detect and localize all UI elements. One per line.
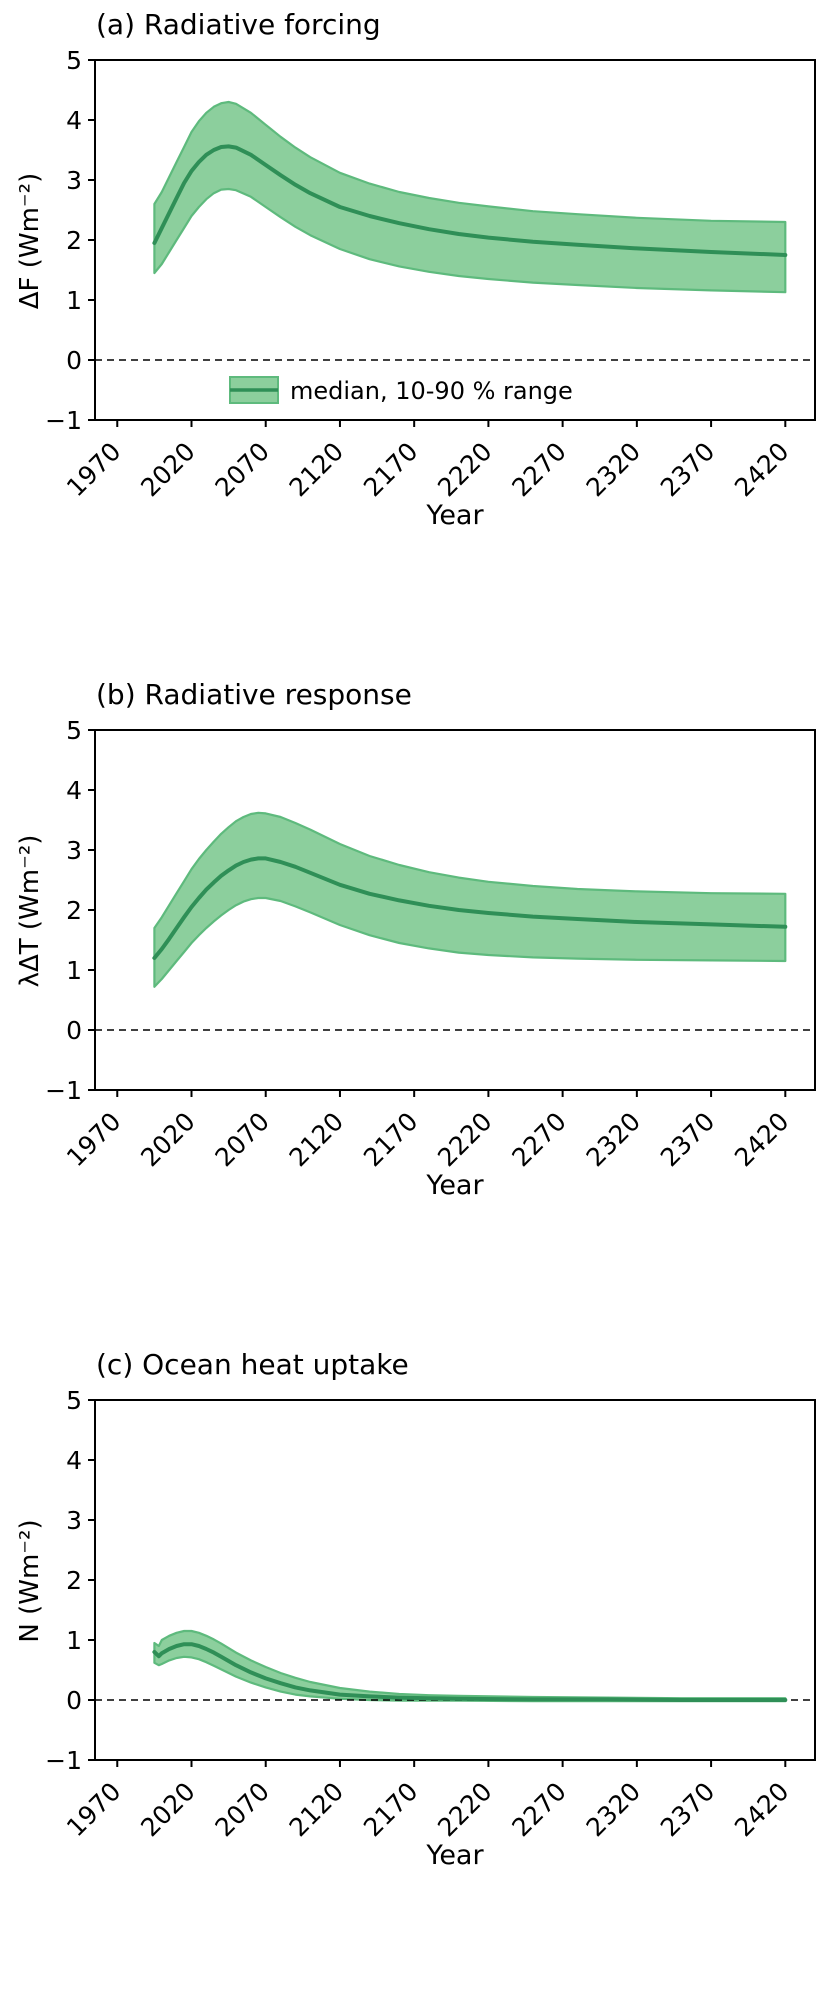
x-axis-label: Year (426, 1170, 484, 1201)
x-tick-label: 2070 (209, 1107, 274, 1172)
x-tick-label: 2170 (358, 1107, 423, 1172)
y-tick-label: 0 (66, 346, 82, 375)
y-tick-label: 2 (66, 1566, 82, 1595)
y-tick-label: 0 (66, 1016, 82, 1045)
x-tick-label: 2020 (135, 437, 200, 502)
plot-area-radiative-response: −1 0 1 2 3 4 5 1970 2020 2070 2120 2170 2220 2270 2320… (45, 716, 816, 1172)
x-tick-label: 2120 (284, 1107, 349, 1172)
panel-ocean-heat-uptake: −1 0 1 2 3 4 5 1970 2020 2070 2120 2170 2220 2270 2320… (0, 1340, 835, 2011)
x-tick-label: 2420 (729, 1107, 794, 1172)
y-tick-label: 4 (66, 106, 82, 135)
y-tick-label: 4 (66, 1446, 82, 1475)
y-tick-label: 0 (66, 1686, 82, 1715)
x-tick-label: 2420 (729, 437, 794, 502)
x-axis-label: Year (426, 500, 484, 531)
y-tick-label: 1 (66, 956, 82, 985)
y-tick-label: 3 (66, 166, 82, 195)
median-line (152, 144, 788, 257)
x-tick-label: 2220 (432, 1777, 497, 1842)
y-tick-label: −1 (45, 1746, 82, 1775)
y-tick-label: 1 (66, 1626, 82, 1655)
x-tick-label: 2370 (655, 1777, 720, 1842)
y-axis-label: N (Wm⁻²) (15, 1519, 45, 1643)
x-tick-label: 2320 (581, 1777, 646, 1842)
x-tick-label: 2420 (729, 1777, 794, 1842)
x-axis-label: Year (426, 1840, 484, 1871)
x-tick-label: 2270 (506, 1777, 571, 1842)
x-tick-label: 2120 (284, 437, 349, 502)
panel-radiative-forcing: −1 0 1 2 3 4 5 1970 2020 2070 2120 2170 2220 2270 2320… (0, 0, 835, 670)
y-axis-label: ΔF (Wm⁻²) (15, 172, 45, 310)
x-tick-label: 2070 (209, 437, 274, 502)
x-tick-label: 2220 (432, 437, 497, 502)
plot-area-radiative-forcing: −1 0 1 2 3 4 5 1970 2020 2070 2120 2170 2220 2270 2320… (45, 46, 816, 502)
y-tick-label: −1 (45, 406, 82, 435)
x-tick-label: 2370 (655, 437, 720, 502)
x-tick-label: 2320 (581, 1107, 646, 1172)
y-tick-label: 2 (66, 896, 82, 925)
x-tick-label: 2220 (432, 1107, 497, 1172)
y-tick-label: 4 (66, 776, 82, 805)
uncertainty-band (153, 1629, 787, 1703)
y-tick-label: 2 (66, 226, 82, 255)
x-tick-label: 2270 (506, 437, 571, 502)
x-tick-label: 1970 (61, 437, 126, 502)
x-tick-label: 2020 (135, 1107, 200, 1172)
y-tick-label: 5 (66, 716, 82, 745)
plot-frame (94, 1399, 816, 1761)
panel-title: (b) Radiative response (96, 678, 412, 711)
plot-area-ocean-heat-uptake: −1 0 1 2 3 4 5 1970 2020 2070 2120 2170 2220 2270 2320… (45, 1386, 816, 1842)
x-tick-label: 2320 (581, 437, 646, 502)
y-tick-label: 5 (66, 1386, 82, 1415)
x-tick-label: 2270 (506, 1107, 571, 1172)
panel-radiative-response: −1 0 1 2 3 4 5 1970 2020 2070 2120 2170 2220 2270 2320… (0, 670, 835, 1340)
x-tick-label: 2070 (209, 1777, 274, 1842)
y-axis-label: λΔT (Wm⁻²) (15, 834, 45, 988)
x-tick-label: 2020 (135, 1777, 200, 1842)
y-tick-label: 1 (66, 286, 82, 315)
legend: median, 10-90 % range (229, 376, 573, 405)
x-tick-label: 2170 (358, 437, 423, 502)
uncertainty-band (153, 100, 787, 294)
y-tick-label: 5 (66, 46, 82, 75)
panel-title: (a) Radiative forcing (96, 8, 381, 41)
y-tick-label: 3 (66, 836, 82, 865)
median-line (152, 1642, 788, 1702)
x-tick-label: 2370 (655, 1107, 720, 1172)
x-tick-label: 2170 (358, 1777, 423, 1842)
x-tick-label: 1970 (61, 1777, 126, 1842)
x-tick-label: 2120 (284, 1777, 349, 1842)
uncertainty-band (153, 811, 787, 988)
x-tick-label: 1970 (61, 1107, 126, 1172)
legend-label: median, 10-90 % range (290, 377, 573, 405)
panel-title: (c) Ocean heat uptake (96, 1348, 409, 1381)
median-line (152, 856, 788, 960)
y-tick-label: 3 (66, 1506, 82, 1535)
y-tick-label: −1 (45, 1076, 82, 1105)
